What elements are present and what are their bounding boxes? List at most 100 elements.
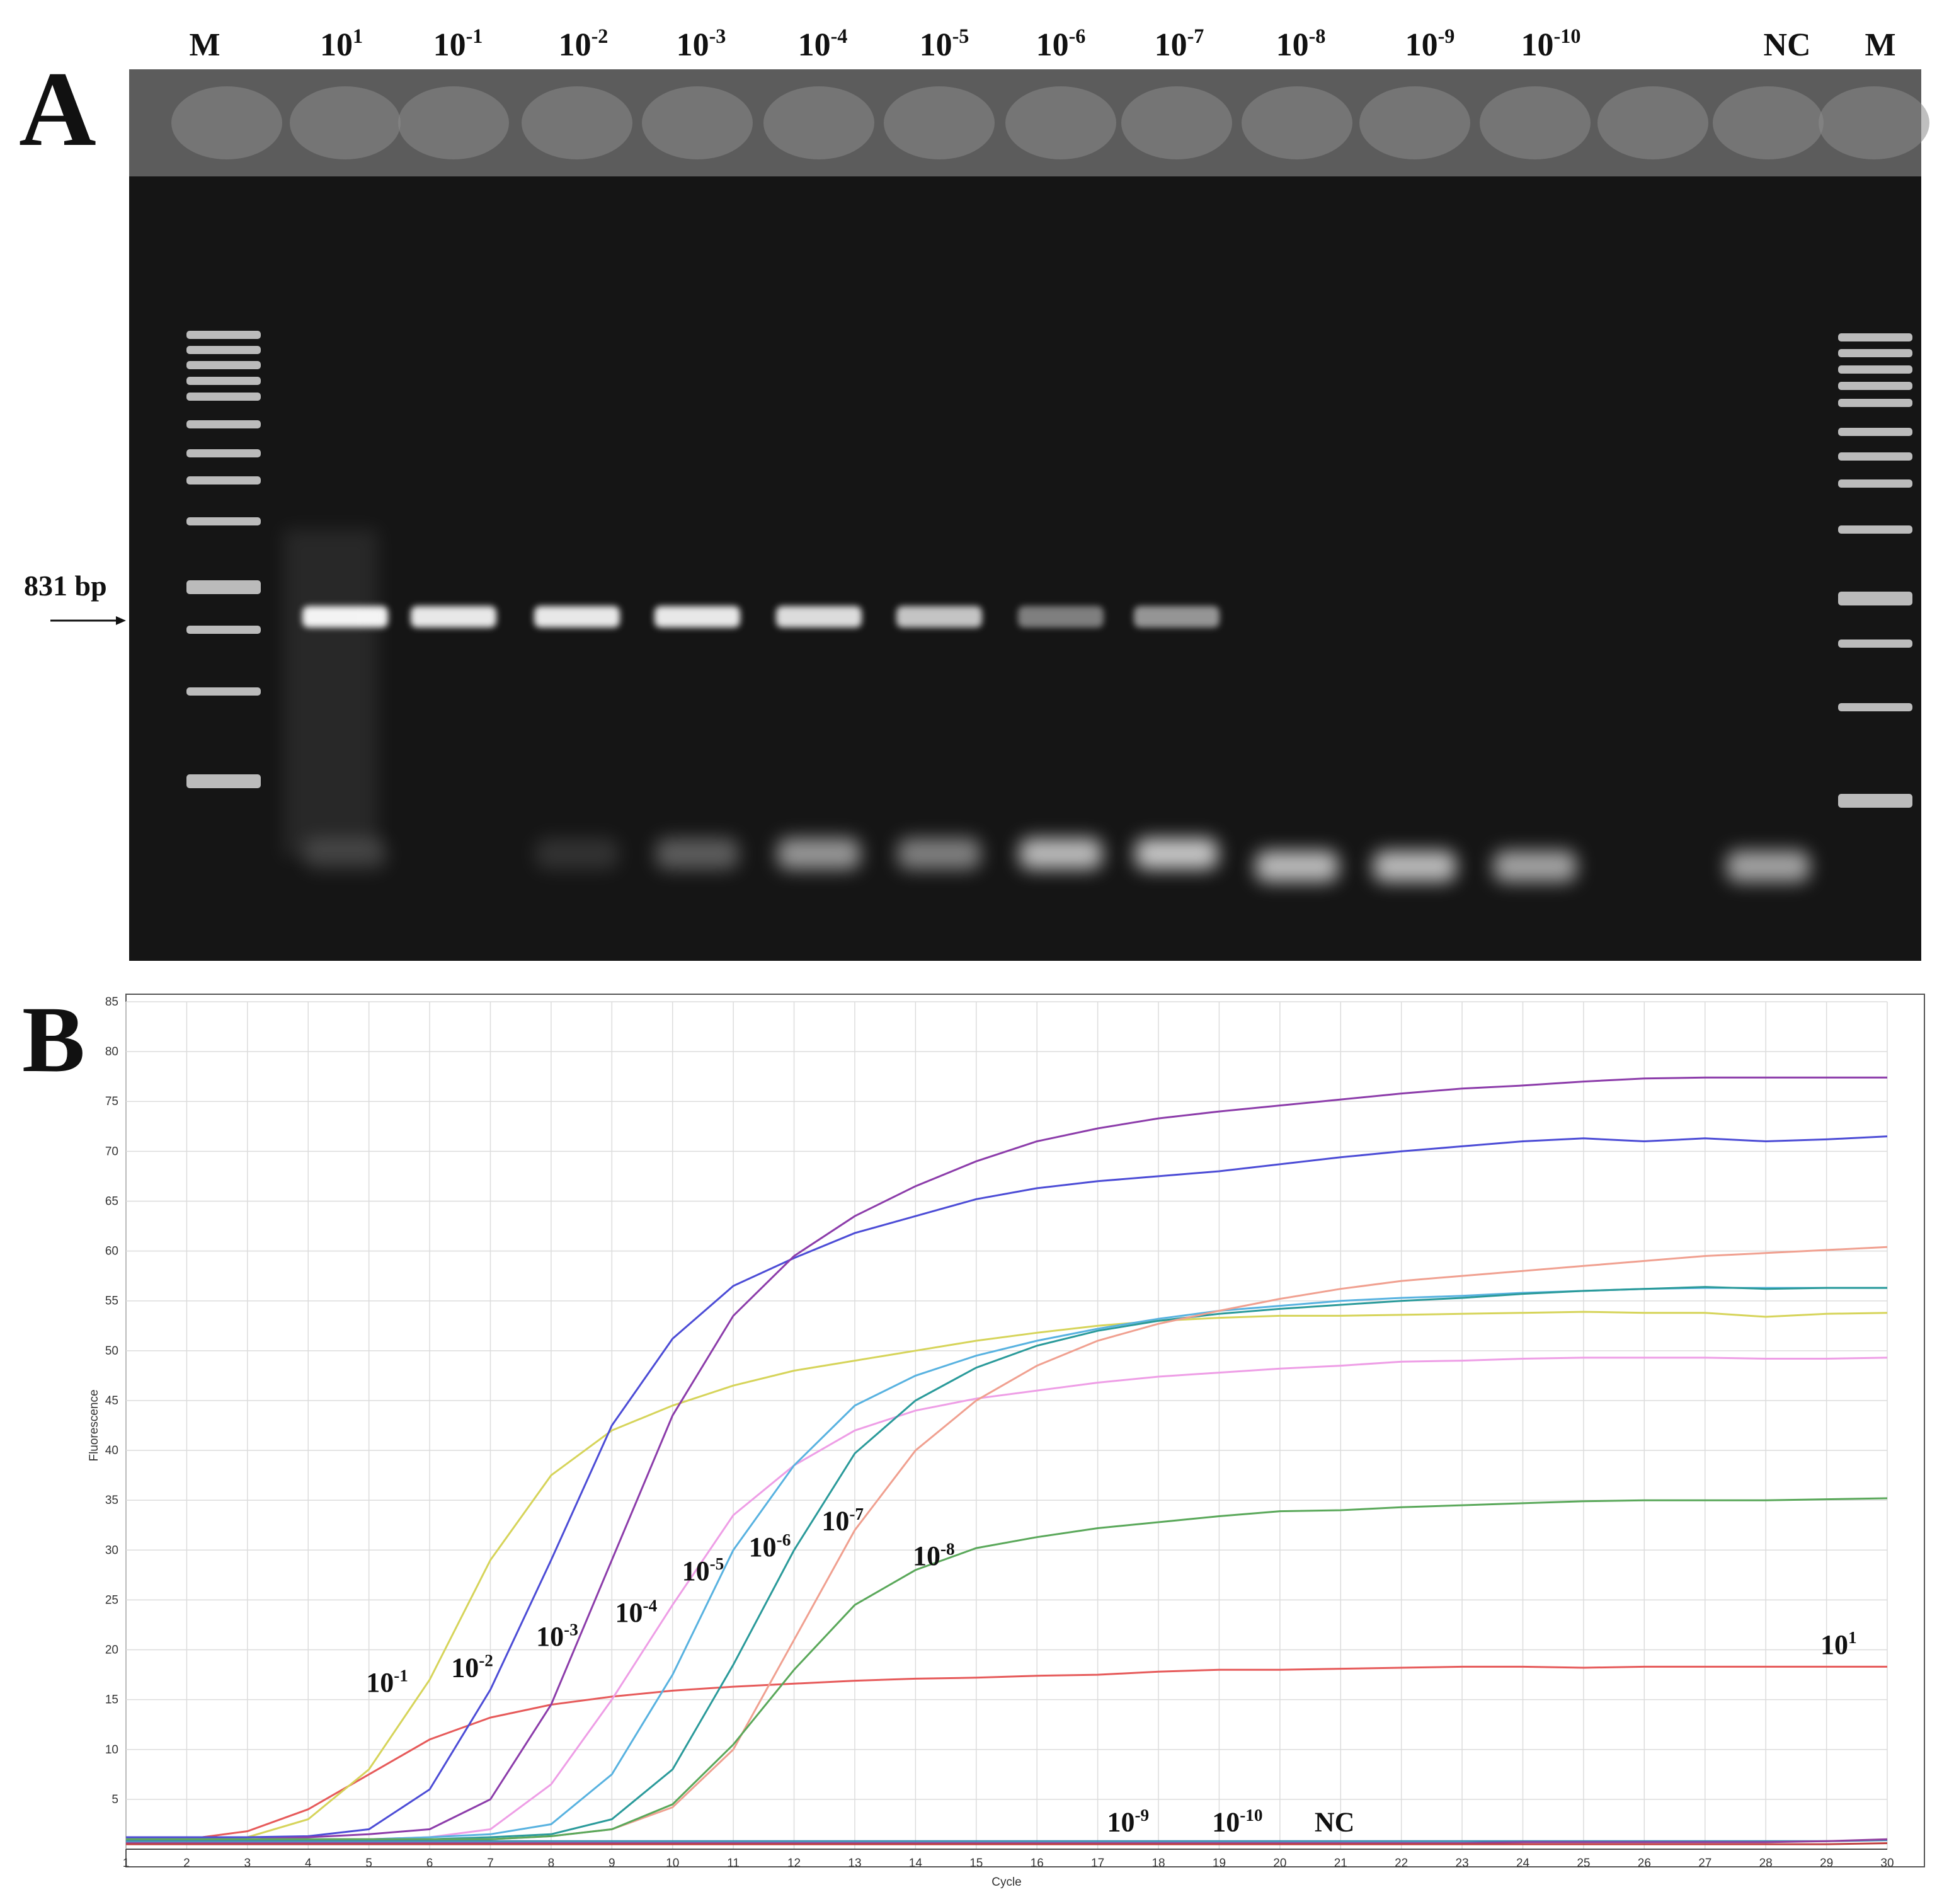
product-band — [654, 606, 740, 628]
ladder-band — [1838, 349, 1912, 357]
ladder-band — [186, 517, 261, 525]
ladder-band — [186, 774, 261, 788]
series-label-text: NC — [1315, 1807, 1355, 1838]
lane-label-base: 10 — [798, 27, 831, 63]
primer-dimer — [656, 838, 739, 869]
series-label-exp: -7 — [849, 1505, 864, 1523]
ladder-band — [1838, 479, 1912, 488]
y-tick-label: 70 — [105, 1145, 118, 1158]
lane-label: 10-4 — [798, 25, 848, 63]
primer-dimer — [777, 838, 860, 869]
x-tick-label: 17 — [1091, 1857, 1104, 1870]
y-tick-label: 5 — [111, 1793, 118, 1806]
series-label-base: 10 — [749, 1532, 777, 1563]
x-tick-label: 25 — [1577, 1857, 1590, 1870]
series-label-exp: -3 — [564, 1620, 578, 1639]
series-label: 10-8 — [913, 1539, 955, 1571]
product-band — [896, 606, 982, 628]
ladder-band — [186, 449, 261, 457]
y-tick-label: 10 — [105, 1743, 118, 1757]
x-tick-label: 29 — [1820, 1857, 1833, 1870]
primer-dimer — [1727, 851, 1810, 882]
series-label-exp: -2 — [479, 1651, 493, 1670]
lane-label-base: 10 — [1276, 27, 1309, 63]
ladder-band — [1838, 428, 1912, 436]
lane-label-exp: -7 — [1187, 25, 1204, 47]
lane-label-exp: -5 — [952, 25, 969, 47]
well — [398, 86, 509, 159]
y-tick-label: 20 — [105, 1644, 118, 1657]
ladder-band — [1838, 639, 1912, 648]
lane-label-base: 10 — [677, 27, 709, 63]
x-tick-label: 21 — [1334, 1857, 1347, 1870]
x-tick-label: 24 — [1516, 1857, 1530, 1870]
well — [171, 86, 282, 159]
lane-label: 10-6 — [1036, 25, 1086, 63]
lane-label: M — [189, 27, 220, 63]
x-tick-label: 10 — [666, 1857, 679, 1870]
series-line — [126, 1665, 1887, 1840]
x-tick-label: 15 — [969, 1857, 983, 1870]
well — [290, 86, 401, 159]
product-band — [776, 606, 862, 628]
x-tick-label: 13 — [848, 1857, 861, 1870]
lane-label-exp: -9 — [1438, 25, 1455, 47]
series-label: 10-7 — [821, 1505, 864, 1537]
series-label: 10-9 — [1107, 1806, 1149, 1838]
primer-dimer — [1135, 838, 1218, 869]
y-axis-label: Fluorescence — [88, 1389, 101, 1461]
lane-label-exp: -2 — [591, 25, 609, 47]
lane-label-exp: -3 — [709, 25, 726, 47]
lane-label-base: 10 — [433, 27, 466, 63]
series-label: 10-6 — [749, 1530, 791, 1563]
product-band — [411, 606, 496, 628]
well — [1121, 86, 1232, 159]
well — [1597, 86, 1708, 159]
y-tick-label: 40 — [105, 1444, 118, 1457]
primer-dimer — [1373, 851, 1456, 882]
series-label-base: 10 — [821, 1506, 849, 1537]
lane-label: 10-1 — [433, 25, 483, 63]
gel-panel — [129, 69, 1929, 961]
x-tick-label: 19 — [1213, 1857, 1226, 1870]
well — [522, 86, 632, 159]
y-tick-label: 45 — [105, 1394, 118, 1408]
y-tick-label: 30 — [105, 1544, 118, 1557]
lane-label: 10-9 — [1405, 25, 1455, 63]
x-tick-label: 28 — [1759, 1857, 1773, 1870]
x-tick-label: 3 — [244, 1857, 251, 1870]
lane-label: 101 — [320, 25, 363, 63]
series-label-base: 10 — [451, 1652, 479, 1683]
ladder-band — [186, 331, 261, 339]
lane-label-text: NC — [1763, 27, 1810, 63]
ladder-band — [186, 687, 261, 696]
series-label-base: 10 — [366, 1667, 394, 1698]
chart-frame — [125, 994, 1925, 1867]
lane-label-exp: -4 — [831, 25, 848, 47]
panel-label: B — [22, 987, 85, 1092]
series-label: 10-2 — [451, 1651, 493, 1683]
series-line — [126, 1842, 1888, 1845]
primer-dimer — [1494, 851, 1577, 882]
ladder-band — [186, 580, 261, 594]
lane-label-exp: 1 — [353, 25, 363, 47]
x-tick-label: 14 — [909, 1857, 923, 1870]
y-tick-label: 35 — [105, 1494, 118, 1507]
lane-label-base: 10 — [1036, 27, 1069, 63]
series-label: 10-10 — [1212, 1806, 1262, 1838]
series-label-exp: -4 — [643, 1597, 658, 1615]
ladder-band — [1838, 592, 1912, 605]
marker-arrowhead — [116, 616, 126, 625]
lane-label-exp: -10 — [1554, 25, 1581, 47]
well — [1713, 86, 1824, 159]
lane-label-base: 10 — [559, 27, 591, 63]
series-label: 10-3 — [536, 1620, 578, 1652]
well — [1819, 86, 1929, 159]
series-label-base: 10 — [615, 1597, 643, 1628]
series-line — [126, 1135, 1888, 1838]
y-tick-label: 50 — [105, 1345, 118, 1358]
ladder-band — [1838, 333, 1912, 341]
primer-dimer — [304, 838, 387, 869]
x-tick-label: 18 — [1151, 1857, 1165, 1870]
